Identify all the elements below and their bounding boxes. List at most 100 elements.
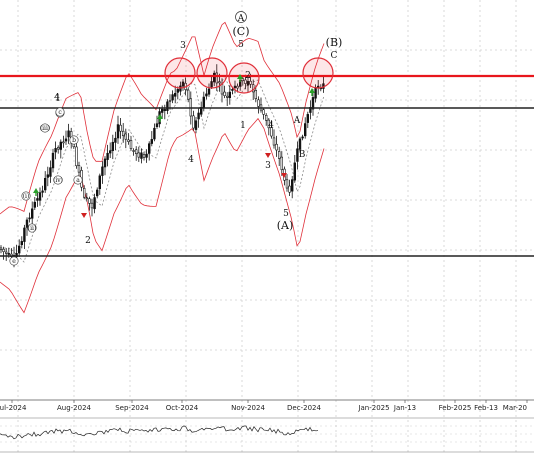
- candle-body: [119, 124, 122, 132]
- candle-body: [215, 72, 218, 84]
- candle-body: [293, 162, 296, 181]
- candle-body: [106, 152, 109, 160]
- candle-body: [67, 130, 70, 138]
- wave-label: 3: [180, 41, 186, 51]
- candle-body: [88, 198, 91, 204]
- wave-label: (iv): [53, 177, 63, 184]
- candle-body: [135, 149, 138, 154]
- wave-label: 4: [54, 93, 60, 103]
- candle-body: [288, 185, 291, 193]
- x-tick-label: Nov-2024: [231, 404, 265, 412]
- candle-body: [17, 245, 21, 254]
- candle-body: [267, 119, 270, 129]
- wave-label-circle: [40, 123, 50, 133]
- candle-body: [132, 150, 135, 152]
- wave-label-circle: [235, 11, 247, 23]
- candle-body: [148, 143, 151, 154]
- candle-body: [5, 251, 8, 254]
- candle-body: [298, 138, 302, 150]
- x-tick-label: Jan-13: [393, 404, 416, 412]
- candle-body: [33, 201, 37, 208]
- candle-body: [205, 93, 208, 97]
- candle-body: [155, 123, 159, 127]
- wave-label: b: [72, 137, 76, 144]
- x-axis: Jul-2024 Aug-2024 Sep-2024 Oct-2024 Nov-2024…: [0, 400, 528, 412]
- candle-body: [28, 217, 31, 220]
- x-tick-label: Oct-2024: [166, 404, 199, 412]
- candle-body: [231, 89, 234, 91]
- candle-body: [98, 175, 102, 190]
- x-tick-label: Jan-2025: [357, 404, 389, 412]
- candle-body: [223, 91, 226, 96]
- bollinger-upper: [0, 21, 325, 215]
- candle-body: [226, 95, 229, 98]
- down-arrow-icon: [265, 153, 271, 158]
- candle-body: [62, 141, 65, 144]
- candle-body: [127, 139, 130, 142]
- candle-body: [262, 109, 265, 115]
- candle-body: [7, 253, 11, 255]
- candle-body: [257, 99, 260, 107]
- candle-body: [270, 127, 273, 137]
- up-arrow-icon: [33, 188, 39, 196]
- candle-body: [137, 152, 140, 158]
- candle-body: [228, 91, 231, 99]
- candle-body: [236, 85, 239, 89]
- wave-labels: A(C)53 (B)C1245(A)AB34124(i)(ii)(iii)(iv)…: [9, 11, 342, 266]
- highlight-circle: [196, 57, 228, 89]
- candle-body: [174, 92, 177, 97]
- candle-body: [161, 108, 164, 113]
- candle-body: [25, 219, 29, 228]
- candle-body: [218, 81, 221, 84]
- x-tick-label: Mar-20: [503, 404, 527, 412]
- signal-arrows: [33, 74, 315, 218]
- candle-body: [163, 109, 166, 111]
- candle-body: [285, 179, 289, 189]
- wave-label: (A): [277, 219, 294, 232]
- x-tick-label: Dec-2024: [287, 404, 321, 412]
- candle-body: [103, 158, 107, 168]
- oscillator-line: [0, 425, 319, 440]
- up-arrow-icon: [309, 88, 315, 96]
- candle-body: [51, 152, 55, 169]
- candle-body: [192, 115, 195, 129]
- candle-body: [109, 150, 112, 154]
- candle-body: [246, 81, 250, 86]
- candle-body: [244, 79, 247, 84]
- candle-body: [207, 88, 211, 95]
- wave-label: B: [299, 150, 306, 160]
- wave-label-circle: [69, 135, 79, 145]
- candle-body: [36, 198, 39, 201]
- candle-body: [181, 81, 185, 87]
- candle-body: [114, 137, 117, 143]
- candle-body: [275, 143, 278, 151]
- candle-body: [83, 188, 86, 198]
- candle-body: [111, 141, 115, 151]
- wave-label: 1: [55, 94, 61, 104]
- x-tick-label: Jul-2024: [0, 404, 27, 412]
- wave-label: c: [58, 109, 62, 116]
- wave-label: A: [237, 14, 245, 24]
- candle-body: [168, 100, 172, 102]
- candle-body: [194, 120, 198, 130]
- candle-body: [264, 115, 268, 121]
- wave-label: 4: [188, 155, 194, 165]
- candle-body: [303, 123, 307, 137]
- horizontal-levels: [0, 74, 534, 257]
- candle-body: [75, 146, 78, 167]
- up-arrow-icon: [157, 114, 163, 122]
- x-tick-label: Aug-2024: [57, 404, 92, 412]
- candle-body: [93, 197, 96, 210]
- down-arrow-icon: [81, 213, 87, 218]
- candle-body: [290, 179, 294, 192]
- x-tick-label: Feb-13: [474, 404, 498, 412]
- candle-body: [202, 96, 205, 108]
- candle-body: [116, 124, 120, 139]
- oscillator-panel: [0, 425, 319, 440]
- candle-body: [213, 72, 216, 83]
- candle-body: [64, 138, 68, 142]
- candle-body: [101, 166, 104, 176]
- bollinger-lower: [0, 117, 325, 314]
- highlight-circle: [302, 57, 334, 89]
